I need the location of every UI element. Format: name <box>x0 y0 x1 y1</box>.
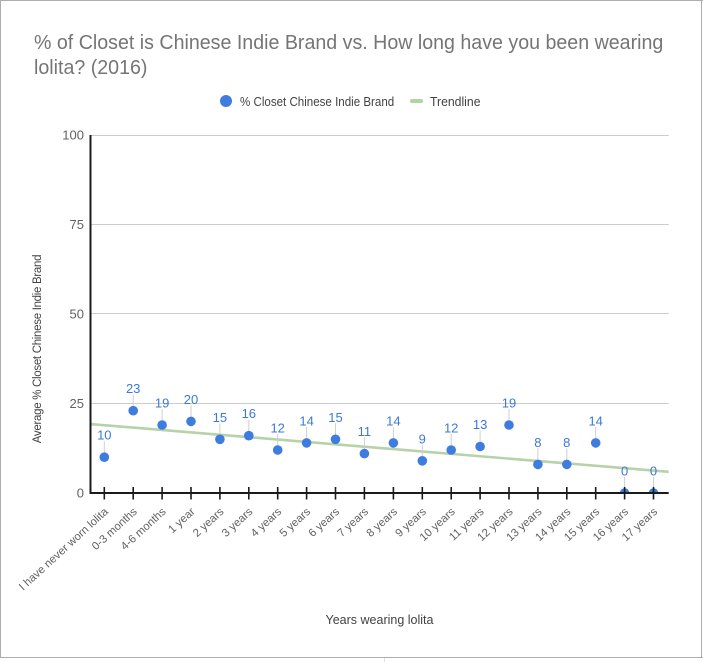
svg-text:6 years: 6 years <box>307 506 343 540</box>
svg-text:3 years: 3 years <box>220 506 256 540</box>
svg-text:25: 25 <box>70 396 84 411</box>
svg-text:8 years: 8 years <box>365 506 401 540</box>
svg-text:14: 14 <box>299 413 313 428</box>
svg-text:5 years: 5 years <box>278 506 314 540</box>
svg-text:8: 8 <box>534 435 541 450</box>
svg-text:23: 23 <box>126 381 140 396</box>
svg-text:12: 12 <box>444 421 458 436</box>
svg-text:0: 0 <box>650 464 657 479</box>
svg-text:12: 12 <box>270 421 284 436</box>
svg-text:2 years: 2 years <box>191 506 227 540</box>
svg-text:19: 19 <box>502 396 516 411</box>
svg-text:8: 8 <box>563 435 570 450</box>
svg-text:11: 11 <box>358 424 372 439</box>
svg-text:0: 0 <box>77 486 84 501</box>
svg-text:14: 14 <box>386 413 400 428</box>
svg-text:4 years: 4 years <box>249 506 285 540</box>
svg-text:100: 100 <box>62 128 84 143</box>
svg-text:7 years: 7 years <box>336 506 372 540</box>
svg-text:20: 20 <box>184 392 198 407</box>
svg-text:13: 13 <box>473 417 487 432</box>
svg-text:15: 15 <box>328 410 342 425</box>
svg-text:75: 75 <box>70 217 84 232</box>
svg-text:50: 50 <box>70 307 84 322</box>
svg-text:9: 9 <box>419 431 426 446</box>
svg-text:10: 10 <box>97 428 111 443</box>
svg-text:15: 15 <box>213 410 227 425</box>
svg-text:16: 16 <box>242 406 256 421</box>
svg-text:14: 14 <box>588 413 602 428</box>
svg-text:19: 19 <box>155 396 169 411</box>
svg-text:0: 0 <box>621 464 628 479</box>
